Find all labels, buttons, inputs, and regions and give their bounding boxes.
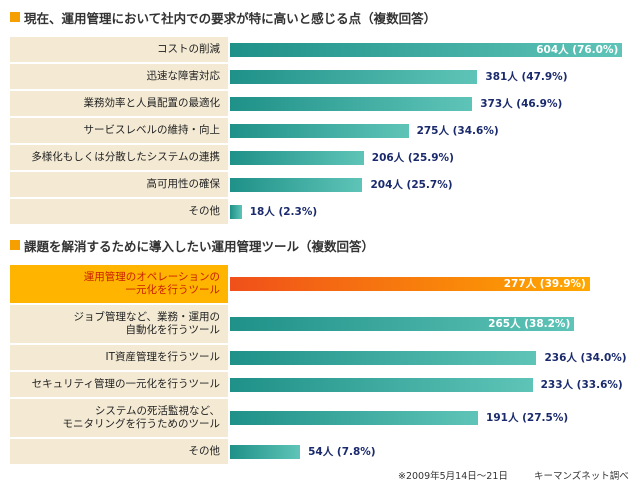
value-label: 191人 (27.5%) [486,412,569,424]
category-label: ジョブ管理など、業務・運用の 自動化を行うツール [10,305,228,343]
bar [230,317,575,331]
title-bullet [10,240,20,250]
category-label: コストの削減 [10,37,228,62]
title-bullet [10,12,20,22]
category-label: 高可用性の確保 [10,172,228,197]
bar [230,42,623,57]
value-label: 236人 (34.0%) [544,351,627,364]
chart-title: 課題を解消するために導入したい運用管理ツール（複数回答） [24,239,375,254]
bar [230,350,537,365]
bar [230,150,364,165]
value-label: 206人 (25.9%) [371,151,454,164]
category-label: 業務効率と人員配置の最適化 [10,91,228,116]
category-label: セキュリティ管理の一元化を行うツール [10,372,228,397]
category-label: 迅速な障害対応 [10,64,228,89]
category-label: その他 [10,439,228,464]
value-label: 277人 (39.9%) [503,278,586,290]
value-label: 204人 (25.7%) [370,178,453,191]
category-label: その他 [10,199,228,224]
value-label: 381人 (47.9%) [485,70,568,83]
value-label: 233人 (33.6%) [540,378,623,391]
footnote-period: ※2009年5月14日～21日 [398,471,508,482]
value-label: 54人 (7.8%) [308,445,376,458]
bar [230,411,479,425]
category-label: 多様化もしくは分散したシステムの連携 [10,145,228,170]
bar [230,123,409,138]
category-label: システムの死活監視など、 モニタリングを行うためのツール [10,399,228,437]
bar [230,377,533,392]
bar [230,204,242,219]
bar [230,177,363,192]
bar [230,96,473,111]
category-label: IT資産管理を行うツール [10,345,228,370]
category-label: 運用管理のオペレーションの 一元化を行うツール [10,265,228,303]
bar [230,277,590,291]
value-label: 604人 (76.0%) [536,43,619,56]
footnote-source: キーマンズネット調べ [534,471,629,482]
value-label: 275人 (34.6%) [416,124,499,137]
bar [230,69,478,84]
bar [230,444,301,459]
category-label: サービスレベルの維持・向上 [10,118,228,143]
value-label: 265人 (38.2%) [488,318,571,330]
value-label: 18人 (2.3%) [249,205,318,218]
chart-title: 現在、運用管理において社内での要求が特に高いと感じる点（複数回答） [24,11,437,26]
value-label: 373人 (46.9%) [480,97,563,110]
